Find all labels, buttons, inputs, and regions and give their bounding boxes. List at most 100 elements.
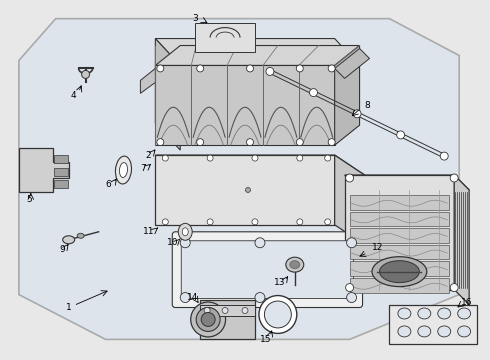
Circle shape xyxy=(252,219,258,225)
Circle shape xyxy=(296,65,303,72)
Circle shape xyxy=(207,155,213,161)
Circle shape xyxy=(345,174,354,182)
Circle shape xyxy=(157,139,164,146)
Polygon shape xyxy=(335,45,360,145)
Polygon shape xyxy=(155,39,360,66)
Ellipse shape xyxy=(265,301,292,328)
Bar xyxy=(349,228,449,243)
Bar xyxy=(390,305,477,345)
Polygon shape xyxy=(19,19,459,339)
Polygon shape xyxy=(155,66,335,145)
Circle shape xyxy=(82,71,90,78)
Ellipse shape xyxy=(201,312,215,327)
Ellipse shape xyxy=(63,236,74,244)
Bar xyxy=(349,195,449,210)
Circle shape xyxy=(180,293,190,302)
Polygon shape xyxy=(155,45,360,66)
Circle shape xyxy=(297,155,303,161)
Text: 2: 2 xyxy=(146,150,151,159)
Circle shape xyxy=(325,155,331,161)
Circle shape xyxy=(157,65,164,72)
Polygon shape xyxy=(19,148,69,192)
Ellipse shape xyxy=(178,223,192,240)
Polygon shape xyxy=(141,68,155,93)
Circle shape xyxy=(255,238,265,248)
Text: 14: 14 xyxy=(187,293,198,302)
Circle shape xyxy=(207,219,213,225)
Polygon shape xyxy=(335,49,369,78)
Circle shape xyxy=(196,65,204,72)
Circle shape xyxy=(397,131,405,139)
Circle shape xyxy=(450,174,458,182)
Ellipse shape xyxy=(458,326,470,337)
Ellipse shape xyxy=(191,302,225,337)
Ellipse shape xyxy=(398,308,411,319)
Circle shape xyxy=(296,139,303,146)
Polygon shape xyxy=(454,175,469,305)
Ellipse shape xyxy=(438,308,451,319)
Circle shape xyxy=(325,219,331,225)
Polygon shape xyxy=(344,175,454,289)
Circle shape xyxy=(204,307,210,314)
Ellipse shape xyxy=(379,261,419,283)
Circle shape xyxy=(162,155,168,161)
Circle shape xyxy=(346,238,357,248)
Circle shape xyxy=(196,139,204,146)
Text: 8: 8 xyxy=(365,101,370,110)
Ellipse shape xyxy=(77,233,84,238)
Circle shape xyxy=(450,284,458,292)
Polygon shape xyxy=(344,175,469,190)
Ellipse shape xyxy=(438,326,451,337)
Text: 1: 1 xyxy=(66,303,72,312)
Circle shape xyxy=(246,65,253,72)
Ellipse shape xyxy=(372,257,427,287)
Circle shape xyxy=(297,219,303,225)
Circle shape xyxy=(353,110,361,118)
Ellipse shape xyxy=(120,163,127,177)
Polygon shape xyxy=(155,155,335,225)
Circle shape xyxy=(310,89,318,96)
Ellipse shape xyxy=(290,261,300,269)
FancyBboxPatch shape xyxy=(181,241,354,298)
Text: 4: 4 xyxy=(71,91,76,100)
Ellipse shape xyxy=(196,307,220,332)
FancyBboxPatch shape xyxy=(172,232,363,307)
Text: 15: 15 xyxy=(260,335,271,344)
Text: 16: 16 xyxy=(462,298,473,307)
Circle shape xyxy=(328,139,335,146)
Bar xyxy=(195,23,255,53)
Bar xyxy=(200,305,255,316)
Ellipse shape xyxy=(286,257,304,272)
Text: 11: 11 xyxy=(143,227,154,236)
Ellipse shape xyxy=(458,308,470,319)
Bar xyxy=(200,300,255,339)
Ellipse shape xyxy=(418,326,431,337)
Circle shape xyxy=(266,67,274,75)
Circle shape xyxy=(346,293,357,302)
Ellipse shape xyxy=(259,296,297,333)
Circle shape xyxy=(328,65,335,72)
Text: 3: 3 xyxy=(192,14,198,23)
Circle shape xyxy=(180,238,190,248)
Bar xyxy=(349,212,449,226)
Circle shape xyxy=(242,307,248,314)
Ellipse shape xyxy=(182,228,188,236)
Bar xyxy=(54,168,68,176)
Bar xyxy=(349,245,449,259)
Text: 13: 13 xyxy=(274,278,286,287)
Ellipse shape xyxy=(398,326,411,337)
Text: 12: 12 xyxy=(372,243,383,252)
Bar xyxy=(54,180,68,188)
Circle shape xyxy=(255,293,265,302)
Bar xyxy=(349,278,449,293)
Circle shape xyxy=(252,155,258,161)
Text: 7: 7 xyxy=(141,163,147,172)
Polygon shape xyxy=(155,155,365,175)
Circle shape xyxy=(345,284,354,292)
Bar xyxy=(349,261,449,276)
Text: 10: 10 xyxy=(167,238,178,247)
Polygon shape xyxy=(335,155,365,245)
Polygon shape xyxy=(155,39,180,150)
Text: 6: 6 xyxy=(106,180,111,189)
Circle shape xyxy=(246,139,253,146)
